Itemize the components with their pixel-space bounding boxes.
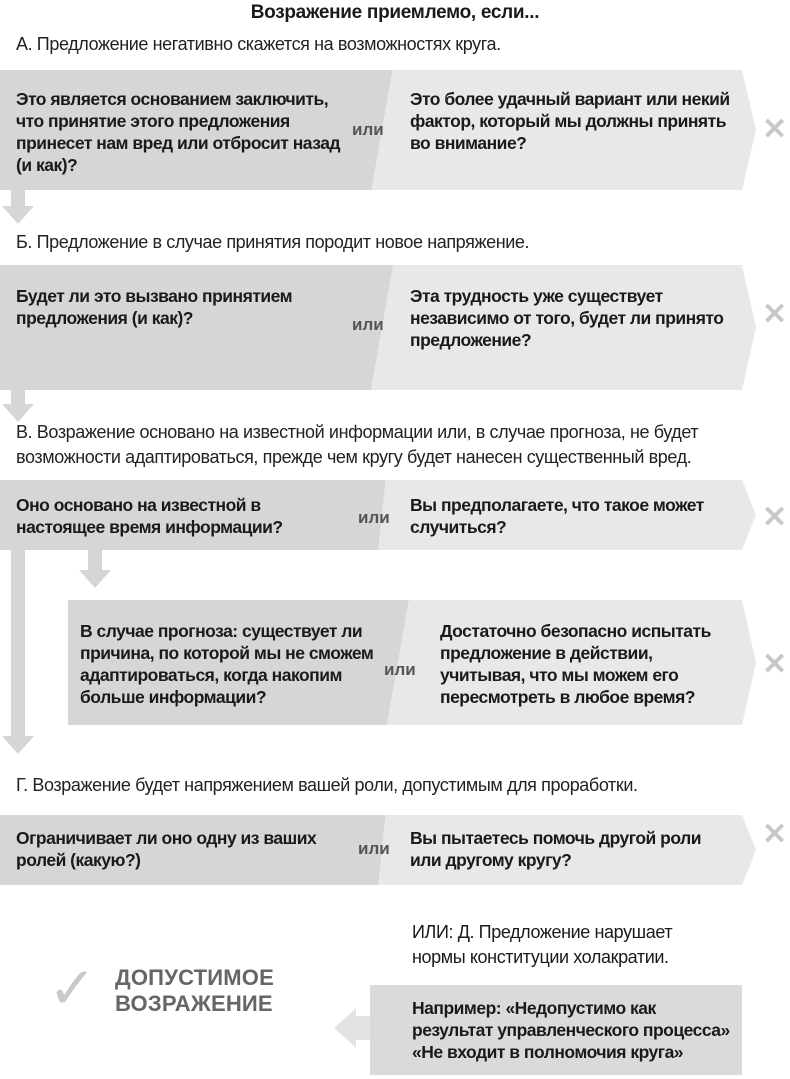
flow-line [11, 190, 25, 206]
or-label: или [358, 508, 390, 527]
section-a-question-right: Это более удачный вариант или некий факт… [410, 89, 730, 153]
flow-line [11, 390, 25, 404]
or-label: или [352, 120, 384, 139]
section-a-question-row: Это является основанием заключить, что п… [0, 70, 756, 190]
diagram-title: Возражение приемлемо, если... [250, 2, 540, 23]
or-label: или [352, 315, 384, 334]
valid-objection-label: ДОПУСТИМОЕ ВОЗРАЖЕНИЕ [115, 965, 274, 1017]
arrow-down-icon [2, 736, 34, 754]
arrow-down-icon [79, 570, 111, 588]
section-a-heading: А. Предложение негативно скажется на воз… [16, 34, 501, 54]
flow-line [88, 550, 102, 570]
section-v-question-right: Вы предполагаете, что такое может случит… [410, 495, 704, 537]
section-v-forecast-question-right: Достаточно безопасно испытать предложени… [440, 621, 711, 707]
valid-objection-line1: ДОПУСТИМОЕ [115, 965, 274, 990]
section-g-question-row: Ограничивает ли оно одну из ваших ролей … [0, 815, 756, 885]
section-a-question-left: Это является основанием заключить, что п… [16, 89, 341, 175]
section-g-question-right: Вы пытаетесь помочь другой роли или друг… [410, 828, 701, 870]
section-b-question-left: Будет ли это вызвано принятием предложен… [16, 286, 293, 328]
x-icon: ✕ [762, 298, 788, 331]
section-g-question-left: Ограничивает ли оно одну из ваших ролей … [16, 828, 317, 870]
section-b-question-right: Эта трудность уже существует независимо … [410, 286, 724, 350]
or-label: или [384, 660, 416, 679]
x-icon: ✕ [762, 501, 788, 534]
section-v-question-row: Оно основано на известной в настоящее вр… [0, 480, 756, 550]
section-d-heading: ИЛИ: Д. Предложение нарушает нормы конст… [412, 922, 673, 967]
arrow-left-icon [334, 1008, 356, 1048]
check-icon: ✓ [48, 956, 97, 1021]
section-g-heading: Г. Возражение будет напряжением вашей ро… [16, 775, 638, 795]
section-v-question-left: Оно основано на известной в настоящее вр… [16, 495, 283, 537]
flow-line [11, 550, 25, 736]
x-icon: ✕ [762, 818, 788, 851]
section-v-heading: В. Возражение основано на известной инфо… [16, 422, 699, 467]
section-v-forecast-question-left: В случае прогноза: существует ли причина… [80, 621, 374, 707]
section-b-heading: Б. Предложение в случае принятия породит… [16, 232, 530, 252]
section-v-forecast-row: В случае прогноза: существует ли причина… [68, 600, 756, 725]
arrow-down-icon [2, 206, 34, 224]
section-d-example: Например: «Недопустимо как результат упр… [412, 998, 730, 1062]
x-icon: ✕ [762, 113, 788, 146]
x-icon: ✕ [762, 648, 788, 681]
or-label: или [358, 839, 390, 858]
valid-objection-line2: ВОЗРАЖЕНИЕ [115, 991, 273, 1016]
arrow-down-icon [2, 404, 34, 422]
flow-line [356, 1016, 370, 1040]
section-b-question-row: Будет ли это вызвано принятием предложен… [0, 265, 756, 390]
section-d-example-box: Например: «Недопустимо как результат упр… [370, 985, 742, 1075]
